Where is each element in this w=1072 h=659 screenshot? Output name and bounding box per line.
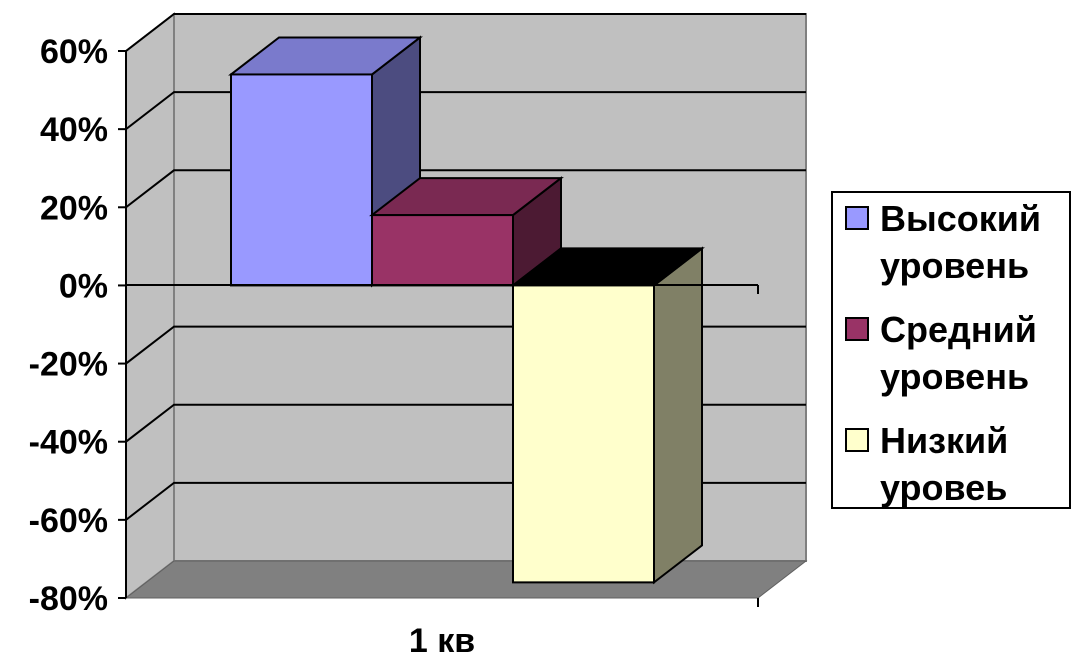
y-tick-label: 60% bbox=[40, 33, 108, 71]
legend-label-high-line2: уровень bbox=[880, 245, 1029, 286]
gridline bbox=[125, 91, 806, 130]
legend-label-high-line1: Высокий bbox=[880, 198, 1041, 239]
floor bbox=[124, 560, 808, 599]
y-axis-ticks: 60% 40% 20% 0% -20% -40% -60% -80% bbox=[29, 33, 126, 618]
legend-box bbox=[831, 191, 1071, 509]
legend-label-low-line2: уровеь bbox=[880, 467, 1007, 508]
legend-label-mid-line2: уровень bbox=[880, 356, 1029, 397]
bar-2 bbox=[369, 176, 564, 288]
bar-front-face bbox=[230, 73, 373, 287]
legend-swatch-low bbox=[845, 428, 869, 452]
gridline bbox=[125, 169, 806, 209]
bars bbox=[228, 35, 705, 585]
gridline bbox=[125, 13, 806, 52]
bar-side-face bbox=[653, 246, 703, 585]
legend-swatch-high bbox=[845, 206, 869, 230]
y-tick-label: -20% bbox=[29, 346, 108, 384]
y-tick-label: -80% bbox=[29, 580, 108, 618]
bar-front-face bbox=[512, 284, 655, 584]
legend-swatch-mid bbox=[845, 317, 869, 341]
y-tick-label: 20% bbox=[40, 189, 108, 227]
side-wall bbox=[125, 11, 175, 601]
bar-front-face bbox=[371, 214, 514, 287]
bar-3 bbox=[510, 246, 705, 585]
legend-label-low-line1: Низкий bbox=[880, 420, 1008, 461]
y-tick-label: 0% bbox=[59, 267, 108, 305]
x-category-label: 1 кв bbox=[409, 622, 475, 659]
legend: Высокий уровень Средний уровень Низкий у… bbox=[831, 191, 1071, 509]
legend-label-mid-line1: Средний bbox=[880, 309, 1037, 350]
y-tick-label: -60% bbox=[29, 502, 108, 540]
y-tick-label: 40% bbox=[40, 111, 108, 149]
y-tick-label: -40% bbox=[29, 424, 108, 462]
